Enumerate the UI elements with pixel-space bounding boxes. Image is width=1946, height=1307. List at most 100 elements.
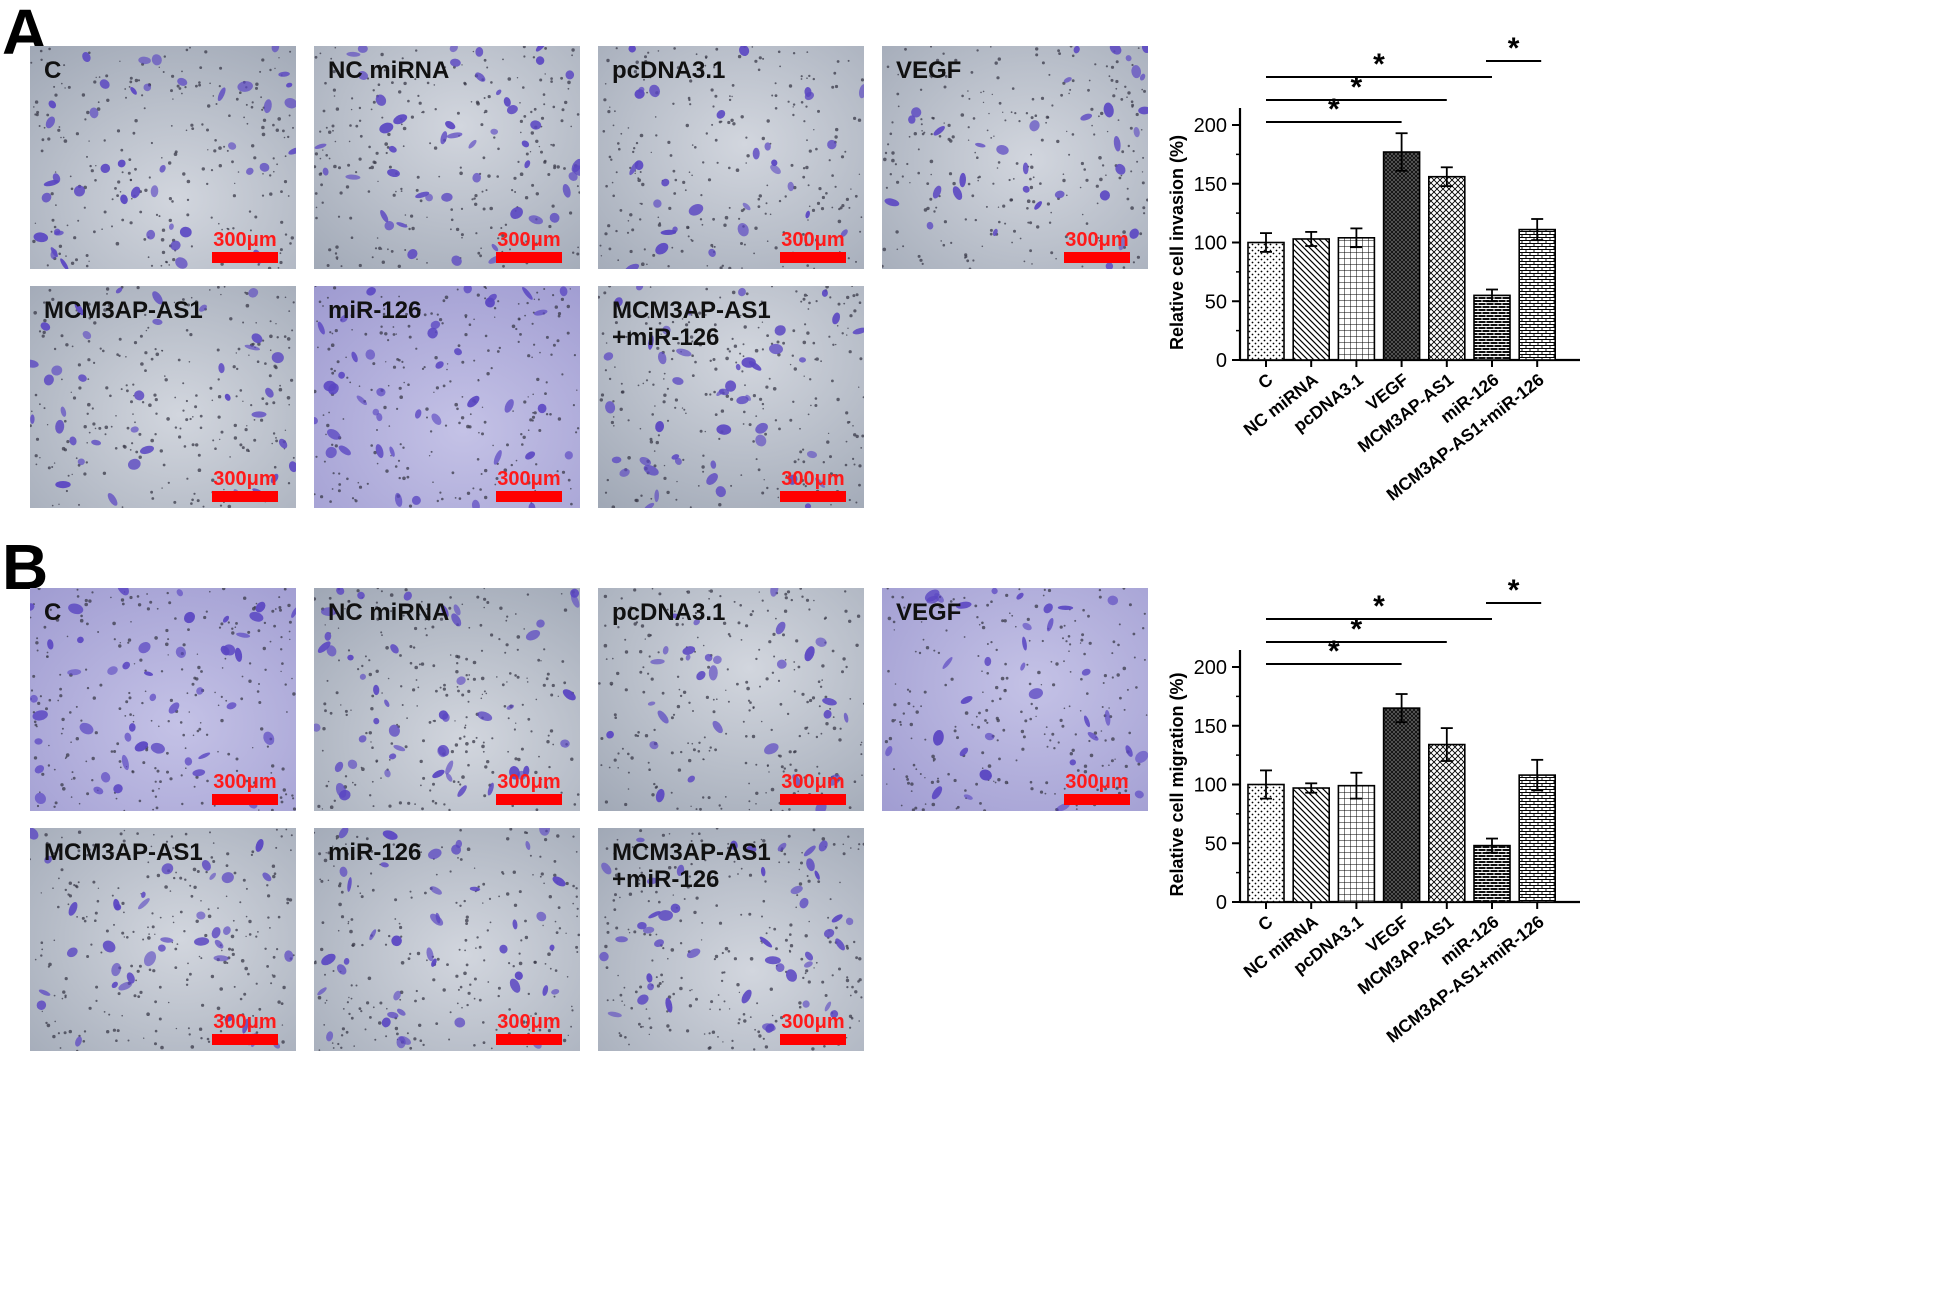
significance-star: * xyxy=(1508,574,1520,607)
micrograph-b-pcdna3: pcDNA3.1 300μm xyxy=(598,588,864,811)
scale-bar: 300μm xyxy=(496,1012,562,1045)
micrograph-b-mcm3ap-as1: MCM3AP-AS1 300μm xyxy=(30,828,296,1051)
micrograph-label: pcDNA3.1 xyxy=(612,599,726,626)
scale-bar-label: 300μm xyxy=(213,1011,277,1033)
scale-bar-label: 300μm xyxy=(781,1011,845,1033)
micrograph-label: NC miRNA xyxy=(328,57,450,84)
error-bar xyxy=(1260,232,1272,253)
micrograph-a-c: C 300μm xyxy=(30,46,296,269)
micrograph-b-mir-126: miR-126 300μm xyxy=(314,828,580,1051)
micrograph-b-vegf: VEGF 300μm xyxy=(882,588,1148,811)
y-tick-label: 50 xyxy=(1205,833,1227,855)
scale-bar-label: 300μm xyxy=(213,229,277,251)
error-bar xyxy=(1395,693,1408,724)
micrograph-b-combo: MCM3AP-AS1 +miR-126 300μm xyxy=(598,828,864,1051)
scale-bar: 300μm xyxy=(212,230,278,263)
error-bar xyxy=(1305,782,1318,794)
scale-bar: 300μm xyxy=(780,469,846,502)
error-bar xyxy=(1260,769,1272,800)
scale-bar-label: 300μm xyxy=(213,771,277,793)
y-tick-label: 200 xyxy=(1194,115,1227,137)
bar xyxy=(1337,237,1376,361)
scale-bar-label: 300μm xyxy=(1065,229,1129,251)
bar xyxy=(1247,241,1285,361)
error-bar xyxy=(1486,288,1498,303)
micrograph-a-mir-126: miR-126 300μm xyxy=(314,286,580,508)
y-axis-label: Relative cell invasion (%) xyxy=(1167,135,1187,350)
bar xyxy=(1247,783,1285,903)
micrograph-label: miR-126 xyxy=(328,297,422,324)
significance-star: * xyxy=(1508,32,1520,65)
scale-bar-label: 300μm xyxy=(781,229,845,251)
micrograph-label: pcDNA3.1 xyxy=(612,57,726,84)
error-bar xyxy=(1305,231,1318,247)
scale-bar: 300μm xyxy=(780,230,846,263)
scale-bar: 300μm xyxy=(1064,230,1130,263)
bar xyxy=(1473,844,1511,903)
bar xyxy=(1337,784,1376,903)
y-tick-label: 0 xyxy=(1216,350,1227,372)
y-tick-label: 150 xyxy=(1194,174,1227,196)
scale-bar-label: 300μm xyxy=(781,771,845,793)
micrograph-a-nc-mirna: NC miRNA 300μm xyxy=(314,46,580,269)
y-axis-label: Relative cell migration (%) xyxy=(1167,672,1187,896)
significance-star: * xyxy=(1373,590,1385,623)
y-tick-label: 150 xyxy=(1194,716,1227,738)
significance-star: * xyxy=(1373,48,1385,81)
significance-star: * xyxy=(1351,71,1363,104)
scale-bar-label: 300μm xyxy=(497,229,561,251)
bar xyxy=(1292,787,1330,903)
micrograph-a-combo: MCM3AP-AS1 +miR-126 300μm xyxy=(598,286,864,508)
scale-bar-label: 300μm xyxy=(781,468,845,490)
error-bar xyxy=(1350,227,1363,249)
micrograph-b-nc-mirna: NC miRNA 300μm xyxy=(314,588,580,811)
micrograph-a-mcm3ap-as1: MCM3AP-AS1 300μm xyxy=(30,286,296,508)
micrograph-label: MCM3AP-AS1 +miR-126 xyxy=(612,297,771,351)
micrograph-b-c: C 300μm xyxy=(30,588,296,811)
micrograph-label: MCM3AP-AS1 xyxy=(44,297,203,324)
scale-bar: 300μm xyxy=(496,469,562,502)
bar xyxy=(1473,294,1511,361)
x-tick-label: C xyxy=(1254,911,1277,935)
y-tick-label: 100 xyxy=(1194,775,1227,797)
significance-star: * xyxy=(1328,93,1340,126)
error-bar xyxy=(1531,218,1544,242)
micrograph-a-pcdna3: pcDNA3.1 300μm xyxy=(598,46,864,269)
bar xyxy=(1428,175,1466,361)
scale-bar: 300μm xyxy=(496,230,562,263)
scale-bar-label: 300μm xyxy=(497,468,561,490)
significance-star: * xyxy=(1351,613,1363,646)
y-tick-label: 50 xyxy=(1205,291,1227,313)
micrograph-label: VEGF xyxy=(896,57,962,84)
micrograph-label: VEGF xyxy=(896,599,962,626)
scale-bar: 300μm xyxy=(212,1012,278,1045)
scale-bar-label: 300μm xyxy=(497,771,561,793)
micrograph-label: C xyxy=(44,599,62,626)
scale-bar-label: 300μm xyxy=(497,1011,561,1033)
micrograph-label: MCM3AP-AS1 xyxy=(44,839,203,866)
micrograph-label: C xyxy=(44,57,62,84)
y-tick-label: 0 xyxy=(1216,892,1227,914)
scale-bar: 300μm xyxy=(1064,772,1130,805)
micrograph-label: MCM3AP-AS1 +miR-126 xyxy=(612,839,771,893)
scale-bar: 300μm xyxy=(496,772,562,805)
error-bar xyxy=(1531,758,1544,792)
micrograph-a-vegf: VEGF 300μm xyxy=(882,46,1148,269)
y-tick-label: 200 xyxy=(1194,657,1227,679)
scale-bar-label: 300μm xyxy=(1065,771,1129,793)
significance-star: * xyxy=(1328,635,1340,668)
bar xyxy=(1518,774,1556,903)
bar xyxy=(1382,707,1421,903)
scale-bar: 300μm xyxy=(212,772,278,805)
scale-bar: 300μm xyxy=(212,469,278,502)
error-bar xyxy=(1440,166,1453,188)
micrograph-label: NC miRNA xyxy=(328,599,450,626)
scale-bar-label: 300μm xyxy=(213,468,277,490)
error-bar xyxy=(1395,132,1408,172)
y-tick-label: 100 xyxy=(1194,233,1227,255)
error-bar xyxy=(1350,771,1363,800)
micrograph-label: miR-126 xyxy=(328,839,422,866)
scale-bar: 300μm xyxy=(780,1012,846,1045)
bar xyxy=(1428,743,1466,903)
